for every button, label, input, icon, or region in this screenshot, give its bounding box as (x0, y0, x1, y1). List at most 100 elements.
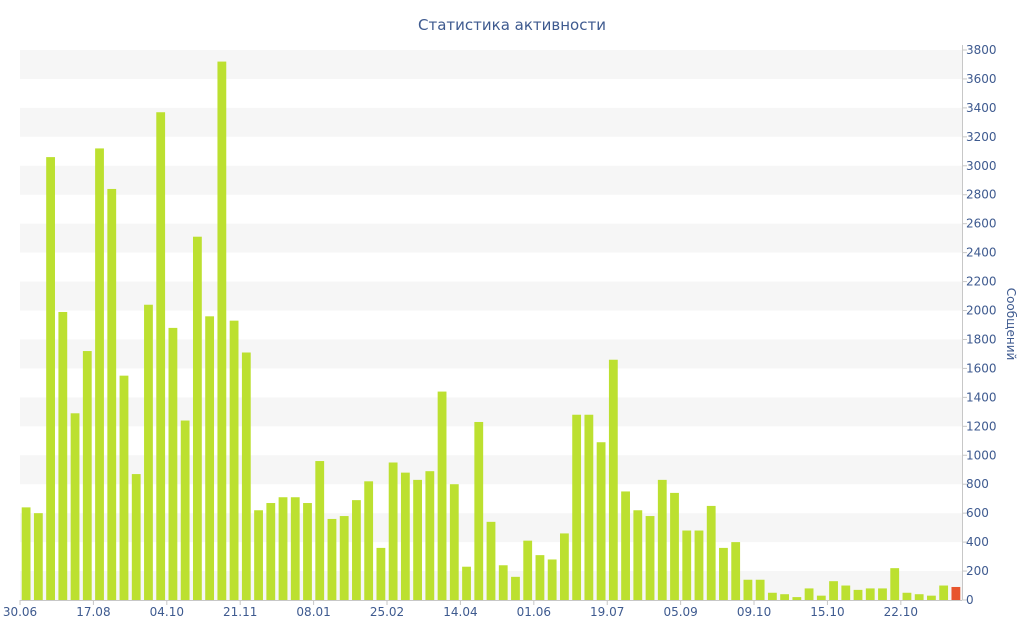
y-tick-label: 3800 (966, 43, 997, 57)
bar[interactable] (841, 585, 851, 600)
bar[interactable] (486, 521, 496, 600)
bar[interactable] (58, 311, 68, 600)
y-tick-label: 2600 (966, 217, 997, 231)
y-tick-label: 3000 (966, 159, 997, 173)
bar[interactable] (914, 594, 924, 600)
bar[interactable] (621, 491, 630, 600)
bar[interactable] (498, 565, 508, 600)
bar[interactable] (70, 413, 80, 600)
bar[interactable] (694, 530, 704, 600)
bar[interactable] (890, 568, 900, 600)
bar[interactable] (388, 462, 398, 601)
bar[interactable] (902, 592, 912, 600)
bar[interactable] (767, 592, 777, 600)
x-tick-label: 25.02 (370, 605, 404, 619)
bar[interactable] (192, 236, 202, 601)
bar[interactable] (657, 479, 667, 600)
bar[interactable] (33, 513, 43, 600)
bar[interactable] (853, 589, 863, 600)
bar[interactable] (511, 576, 520, 600)
bar[interactable] (670, 492, 679, 600)
bar[interactable] (462, 566, 471, 600)
bar[interactable] (180, 420, 190, 600)
grid-band (20, 281, 962, 311)
x-tick-label: 08.01 (296, 605, 330, 619)
bar[interactable] (865, 588, 875, 600)
y-tick-label: 1800 (966, 332, 997, 346)
bar[interactable] (645, 516, 655, 600)
bar[interactable] (939, 585, 949, 600)
bar[interactable] (144, 304, 153, 600)
bar[interactable] (315, 461, 325, 600)
y-tick-label: 1400 (966, 390, 997, 404)
bar[interactable] (95, 148, 104, 600)
bar[interactable] (927, 595, 936, 600)
bar[interactable] (608, 359, 618, 600)
bar[interactable] (719, 547, 728, 600)
grid-band (20, 50, 962, 79)
bar[interactable] (804, 588, 814, 600)
grid-band (20, 107, 962, 137)
bar[interactable] (425, 471, 435, 600)
bar[interactable] (46, 157, 55, 600)
bar[interactable] (21, 507, 31, 600)
bar[interactable] (474, 421, 484, 600)
bar[interactable] (241, 352, 251, 601)
bar[interactable] (547, 559, 557, 600)
bar[interactable] (339, 516, 349, 600)
bar[interactable] (584, 414, 594, 600)
bar[interactable] (400, 472, 410, 600)
bar[interactable] (780, 594, 790, 600)
bar[interactable] (266, 503, 276, 600)
bar[interactable] (205, 316, 215, 600)
bar[interactable] (437, 391, 447, 600)
bar[interactable] (572, 414, 582, 600)
bar[interactable] (168, 327, 178, 600)
bar[interactable] (829, 581, 838, 600)
bar[interactable] (878, 588, 887, 600)
bar[interactable] (156, 112, 166, 600)
x-tick-label: 01.06 (517, 605, 551, 619)
bar[interactable] (559, 533, 569, 600)
y-tick-label: 400 (966, 535, 989, 549)
bar[interactable] (290, 497, 300, 600)
bar[interactable] (376, 547, 386, 600)
bar[interactable] (682, 530, 692, 600)
bar[interactable] (706, 505, 716, 600)
bar[interactable] (254, 510, 263, 600)
bar-series (21, 61, 961, 601)
y-tick-label: 1200 (966, 419, 997, 433)
x-tick-label: 14.04 (443, 605, 477, 619)
y-tick-label: 200 (966, 564, 989, 578)
bar[interactable] (792, 597, 802, 600)
y-tick-label: 2400 (966, 246, 997, 260)
bar[interactable] (82, 351, 92, 600)
bar[interactable] (951, 586, 961, 600)
bar[interactable] (596, 442, 606, 600)
bar[interactable] (107, 188, 117, 600)
bar[interactable] (535, 555, 545, 600)
bar[interactable] (303, 503, 312, 600)
bar[interactable] (731, 542, 741, 600)
bar[interactable] (523, 540, 533, 600)
bar[interactable] (633, 510, 643, 600)
bar[interactable] (229, 320, 239, 600)
x-tick-label: 09.10 (737, 605, 771, 619)
x-tick-label: 30.06 (3, 605, 37, 619)
bar[interactable] (119, 375, 129, 600)
bar[interactable] (327, 518, 337, 600)
x-tick-label: 22.10 (884, 605, 918, 619)
bar[interactable] (131, 474, 141, 600)
bar[interactable] (816, 595, 826, 600)
bar[interactable] (364, 481, 374, 600)
bar[interactable] (413, 479, 423, 600)
bar[interactable] (217, 61, 227, 600)
bar[interactable] (755, 579, 765, 600)
bar[interactable] (449, 484, 459, 600)
bar[interactable] (352, 500, 361, 600)
bar[interactable] (743, 579, 753, 600)
bar[interactable] (278, 497, 288, 600)
y-tick-label: 3400 (966, 101, 997, 115)
y-tick-label: 800 (966, 477, 989, 491)
